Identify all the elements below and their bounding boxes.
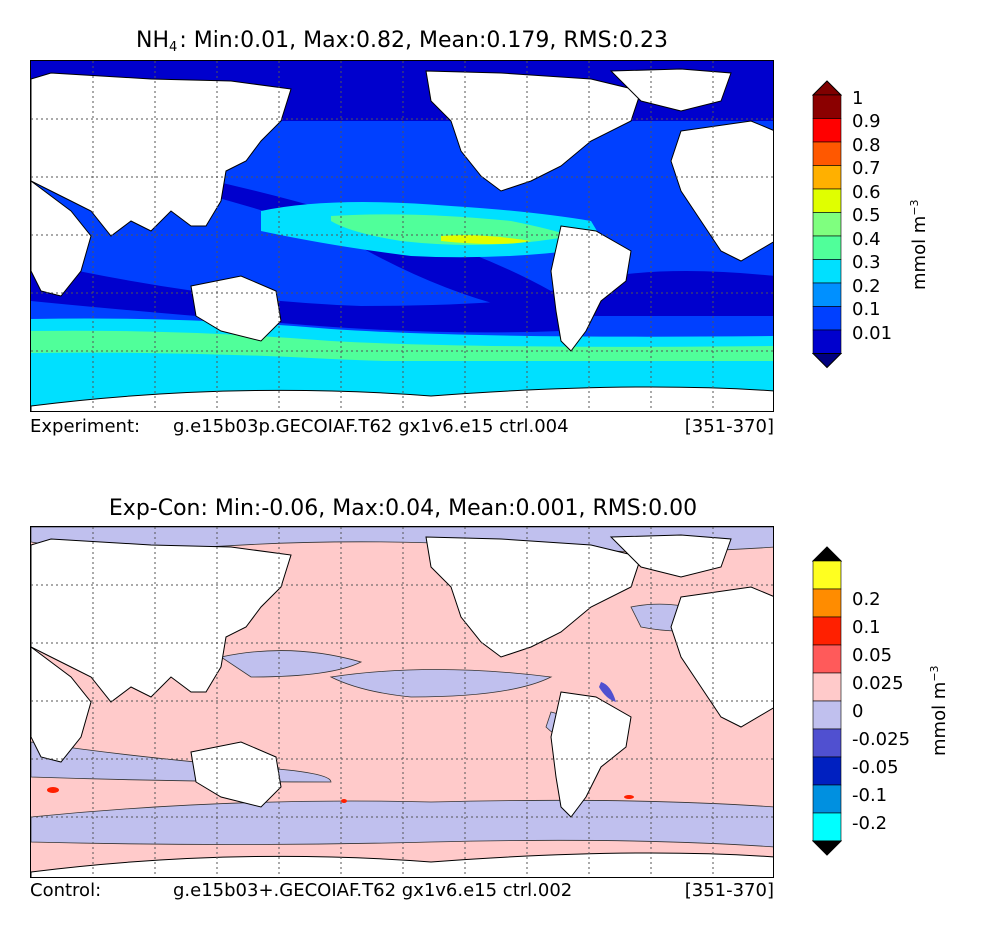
control-years: [351-370] xyxy=(684,880,774,901)
top-panel-title: NH4: Min:0.01, Max:0.82, Mean:0.179, RMS… xyxy=(136,28,668,55)
bottom-colorbar-swatch xyxy=(812,616,842,646)
top-colorbar-tick: 0.3 xyxy=(852,252,881,274)
bottom-colorbar-swatch xyxy=(812,784,842,814)
bottom-colorbar-swatch xyxy=(812,700,842,730)
top-colorbar-extend-min xyxy=(811,353,843,369)
bottom-colorbar-tick: -0.1 xyxy=(852,785,888,807)
top-colorbar-tick: 0.8 xyxy=(852,134,881,156)
bottom-colorbar-extend-min xyxy=(811,840,843,856)
top-colorbar-tick: 0.5 xyxy=(852,205,881,227)
top-colorbar-svg xyxy=(811,80,843,369)
top-continents xyxy=(31,68,773,411)
top-colorbar-tick: 0.01 xyxy=(852,322,893,344)
bottom-colorbar-tick: 0.05 xyxy=(852,645,893,667)
bottom-colorbar-swatch xyxy=(812,812,842,842)
bottom-colorbar-swatch xyxy=(812,756,842,786)
bottom-continents xyxy=(31,534,773,877)
bottom-gridlines xyxy=(31,527,773,877)
bottom-colorbar-tick: -0.025 xyxy=(852,729,911,751)
bottom-map xyxy=(30,526,774,878)
bottom-map-plot xyxy=(31,527,773,877)
top-band-eq-peak xyxy=(441,235,531,244)
bottom-colorbar-unit: mmol m−3 xyxy=(928,665,950,756)
bottom-colorbar-tick: 0.1 xyxy=(852,617,881,639)
top-colorbar-swatch xyxy=(812,282,842,307)
top-colorbar-swatch xyxy=(812,165,842,190)
top-map-plot xyxy=(31,61,773,411)
bottom-colorbar-tick: 0 xyxy=(852,701,864,723)
top-map xyxy=(30,60,774,412)
bottom-colorbar: -0.2 -0.1 -0.05 -0.025 0 0.025 0.05 0.1 0.2 mmol … xyxy=(811,546,950,860)
bottom-colorbar-swatch xyxy=(812,588,842,618)
top-colorbar-swatch xyxy=(812,188,842,213)
top-colorbar-swatch xyxy=(812,141,842,166)
top-colorbar-swatch xyxy=(812,94,842,119)
bottom-colorbar-svg xyxy=(811,546,843,856)
experiment-years: [351-370] xyxy=(684,416,774,437)
top-colorbar-tick: 0.2 xyxy=(852,275,881,297)
bottom-colorbar-swatch xyxy=(812,644,842,674)
bottom-colorbar-swatch xyxy=(812,560,842,590)
bottom-colorbar-extend-max xyxy=(811,546,843,562)
experiment-case-name: g.e15b03p.GECOIAF.T62 gx1v6.e15 ctrl.004 xyxy=(173,416,569,437)
control-label: Control: xyxy=(30,880,102,901)
top-colorbar-swatch xyxy=(812,235,842,260)
top-colorbar-swatch xyxy=(812,259,842,284)
bottom-strong-negative xyxy=(599,682,616,702)
bottom-colorbar-tick: -0.05 xyxy=(852,757,899,779)
bottom-colorbar-tick: -0.2 xyxy=(852,813,888,835)
top-footer: Experiment: g.e15b03p.GECOIAF.T62 gx1v6.… xyxy=(30,416,774,438)
bottom-colorbar-tick: 0.2 xyxy=(852,589,881,611)
experiment-label: Experiment: xyxy=(30,416,141,437)
top-band-southern-core xyxy=(31,330,773,364)
top-colorbar-swatch xyxy=(812,329,842,354)
control-case-name: g.e15b03+.GECOIAF.T62 gx1v6.e15 ctrl.002 xyxy=(173,880,573,901)
top-colorbar-tick: 0.6 xyxy=(852,181,881,203)
bottom-positive-spots xyxy=(47,787,634,803)
top-colorbar-swatch xyxy=(812,118,842,143)
top-colorbar-tick: 0.9 xyxy=(852,111,881,133)
bottom-panel-title: Exp-Con: Min:-0.06, Max:0.04, Mean:0.001… xyxy=(108,496,698,521)
top-colorbar-swatch xyxy=(812,306,842,331)
top-colorbar-extend-max xyxy=(811,80,843,96)
top-colorbar-tick: 0.1 xyxy=(852,299,881,321)
top-colorbar-swatch xyxy=(812,212,842,237)
top-colorbar-unit: mmol m−3 xyxy=(908,199,930,290)
bottom-footer: Control: g.e15b03+.GECOIAF.T62 gx1v6.e15… xyxy=(30,880,774,902)
top-colorbar: 0.01 0.1 0.2 0.3 0.4 0.5 0.6 0.7 0.8 0.9 1 mmol m−3 xyxy=(811,80,930,373)
top-colorbar-tick: 1 xyxy=(852,87,864,109)
bottom-colorbar-swatch xyxy=(812,728,842,758)
top-colorbar-tick: 0.7 xyxy=(852,158,881,180)
top-gridlines xyxy=(31,61,773,411)
bottom-colorbar-swatch xyxy=(812,672,842,702)
bottom-colorbar-tick: 0.025 xyxy=(852,673,904,695)
top-band-eq-core xyxy=(331,214,571,245)
top-band-south-low xyxy=(31,261,561,333)
top-colorbar-tick: 0.4 xyxy=(852,228,881,250)
